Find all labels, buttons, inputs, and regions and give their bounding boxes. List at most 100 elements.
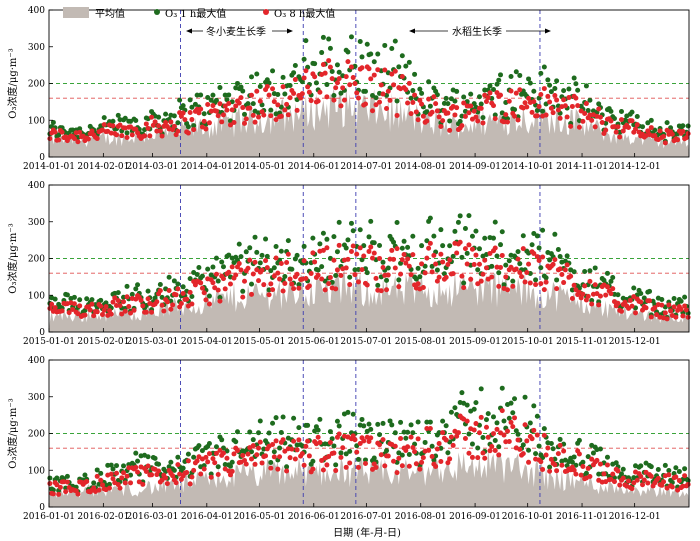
max8h-point	[564, 262, 570, 268]
max1h-point	[187, 276, 193, 282]
max8h-point	[466, 110, 472, 116]
max8h-point	[256, 278, 262, 284]
max8h-point	[98, 303, 104, 309]
max1h-point	[333, 273, 339, 279]
max8h-point	[273, 438, 279, 444]
max1h-point	[152, 295, 158, 301]
max1h-point	[205, 266, 211, 272]
max8h-point	[597, 461, 603, 467]
max8h-point	[554, 97, 560, 103]
x-tick-label: 2014-06-01	[288, 162, 340, 172]
x-tick-label: 2016-01-01	[23, 512, 75, 522]
max1h-point	[410, 88, 416, 94]
max8h-point	[322, 70, 328, 76]
max1h-point	[185, 451, 191, 457]
max8h-point	[503, 112, 509, 118]
max8h-point	[348, 64, 354, 70]
max1h-point	[331, 93, 337, 98]
max1h-point	[476, 246, 482, 252]
max8h-point	[662, 310, 668, 316]
max1h-point	[213, 97, 219, 103]
max1h-point	[531, 88, 537, 94]
max8h-point	[206, 451, 212, 457]
max8h-point	[250, 443, 256, 449]
max8h-point	[552, 93, 558, 99]
max1h-point	[554, 277, 560, 283]
max8h-point	[192, 282, 198, 288]
max1h-point	[394, 220, 400, 226]
max8h-point	[75, 139, 81, 145]
max8h-point	[396, 455, 402, 461]
max8h-point	[163, 475, 169, 481]
max8h-point	[205, 101, 211, 107]
max1h-point	[426, 79, 432, 85]
max8h-point	[515, 437, 521, 443]
max8h-point	[142, 133, 148, 139]
max8h-point	[89, 301, 95, 307]
max8h-point	[271, 99, 277, 105]
max8h-point	[608, 291, 614, 297]
max8h-point	[198, 471, 204, 477]
max1h-point	[121, 463, 127, 469]
max8h-point	[618, 117, 624, 123]
max1h-point	[122, 115, 128, 121]
max1h-point	[343, 245, 349, 251]
max1h-point	[82, 472, 88, 478]
max8h-point	[541, 287, 547, 293]
max8h-point	[194, 458, 200, 464]
max1h-point	[133, 450, 139, 456]
max1h-point	[220, 445, 226, 451]
max8h-point	[548, 105, 554, 111]
max1h-point	[371, 59, 377, 65]
max1h-point	[671, 295, 677, 301]
max8h-point	[392, 265, 398, 271]
max1h-point	[682, 294, 688, 300]
max1h-point	[299, 79, 305, 85]
max8h-point	[170, 473, 176, 479]
max8h-point	[492, 116, 498, 122]
max8h-point	[455, 430, 461, 436]
max1h-point	[506, 415, 512, 421]
max1h-point	[275, 92, 281, 98]
max1h-point	[647, 288, 653, 294]
max8h-point	[338, 103, 344, 109]
max1h-point	[676, 469, 682, 475]
legend-mean-label: 平均值	[95, 7, 125, 20]
rice-season-label: 水稻生长季	[452, 25, 502, 38]
max8h-point	[249, 291, 255, 297]
max8h-point	[562, 267, 568, 273]
max8h-point	[347, 282, 353, 288]
max8h-point	[296, 285, 302, 291]
max8h-point	[187, 289, 193, 295]
max1h-point	[227, 463, 233, 469]
max1h-point	[566, 86, 572, 92]
max1h-point	[396, 64, 402, 70]
max8h-point	[443, 274, 449, 280]
max1h-point	[443, 423, 449, 429]
max1h-point	[101, 115, 107, 121]
max1h-point	[329, 436, 335, 442]
max1h-point	[673, 465, 679, 471]
max1h-point	[219, 259, 225, 265]
max8h-point	[445, 110, 451, 116]
max8h-point	[240, 294, 246, 300]
max8h-point	[289, 446, 295, 452]
season-annotations: 冬小麦生长季 水稻生长季	[186, 25, 551, 38]
max1h-point	[440, 418, 446, 424]
max8h-point	[597, 293, 603, 299]
max8h-point	[47, 136, 53, 142]
max8h-point	[294, 271, 300, 277]
max1h-point	[417, 86, 423, 92]
x-tick-label: 2014-03-01	[127, 162, 179, 172]
max8h-point	[597, 114, 603, 120]
max8h-point	[187, 109, 193, 115]
max1h-point	[424, 238, 430, 244]
max8h-point	[527, 280, 533, 286]
max8h-point	[485, 95, 491, 101]
max1h-point	[571, 454, 577, 460]
max8h-point	[280, 84, 286, 90]
y-tick-label: 400	[28, 6, 45, 16]
max1h-point	[571, 75, 577, 81]
max8h-point	[417, 466, 423, 472]
max8h-point	[622, 299, 628, 305]
